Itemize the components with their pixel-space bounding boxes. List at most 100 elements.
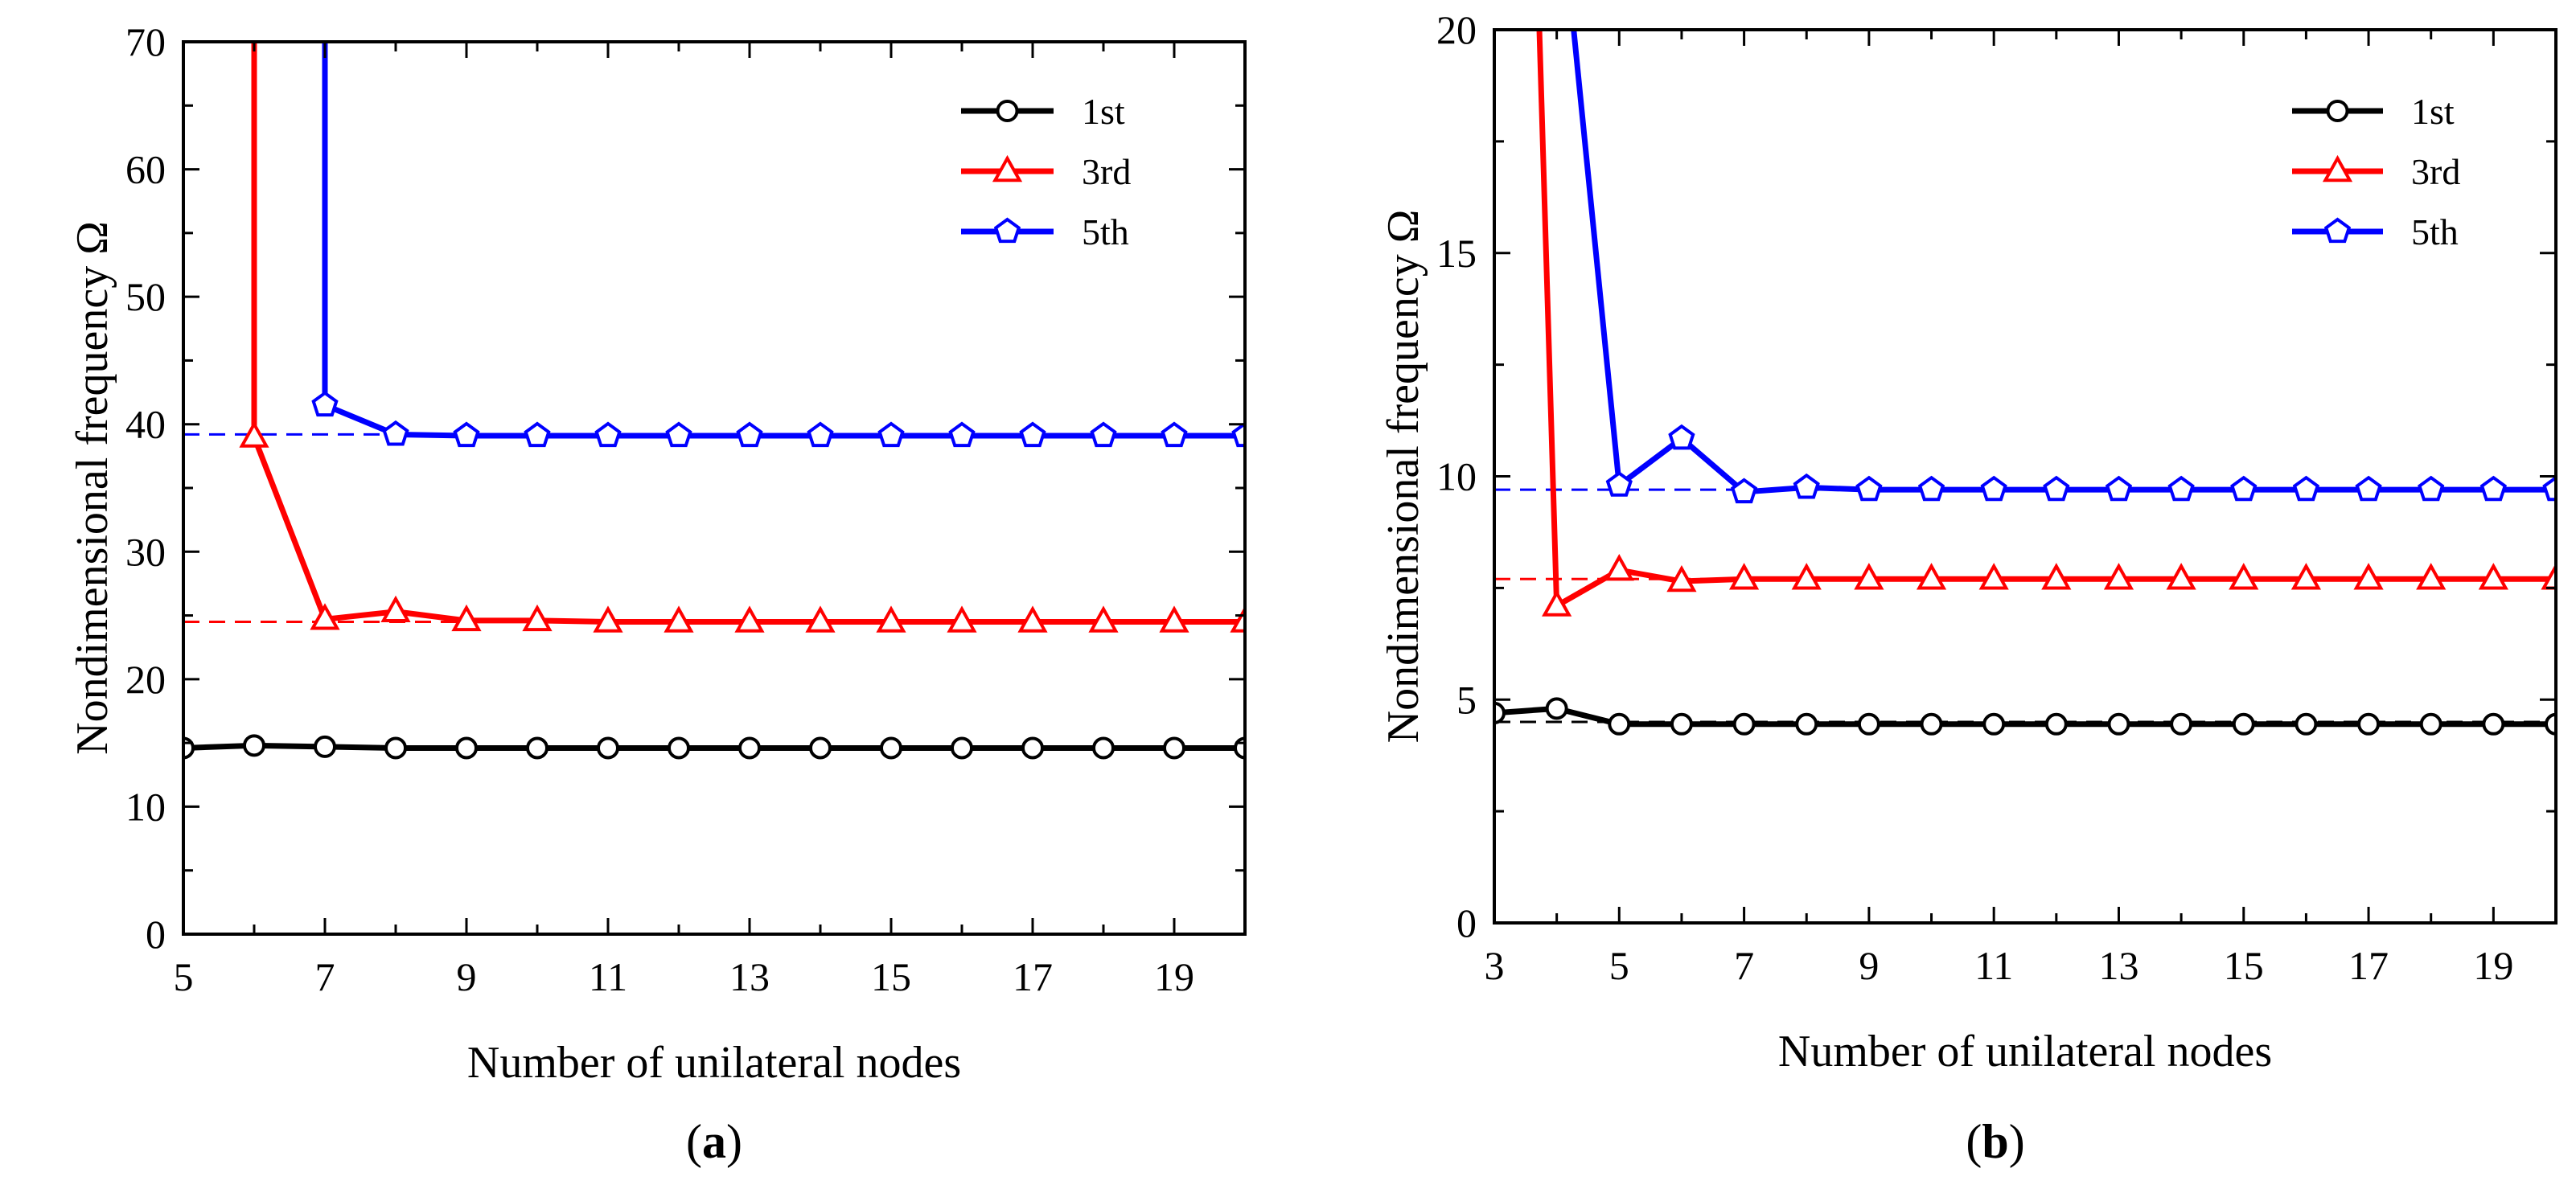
- y-tick-label: 10: [1436, 454, 1477, 499]
- data-point-1st-4: [1545, 697, 1568, 720]
- legend-label-1st: 1st: [1082, 91, 1125, 132]
- legend-marker-5th: [2323, 217, 2352, 244]
- data-point-1st-13: [738, 736, 761, 760]
- plot-area: [183, 42, 1245, 760]
- data-point-5th-14: [807, 421, 834, 448]
- data-point-5th-15: [2230, 475, 2258, 502]
- data-point-5th-20: [1231, 421, 1245, 448]
- panel-label-open: (: [1966, 1115, 1982, 1168]
- x-tick-label: 5: [174, 954, 194, 999]
- x-tick-label: 9: [1859, 943, 1879, 988]
- data-point-3rd-14: [805, 605, 836, 633]
- data-point-5th-6: [1668, 424, 1695, 450]
- y-tick-label: 50: [125, 274, 166, 319]
- y-tick-label: 0: [146, 912, 166, 957]
- legend-label-5th: 5th: [2411, 211, 2459, 252]
- x-tick-label: 11: [589, 954, 627, 999]
- data-point-1st-9: [1857, 712, 1880, 736]
- data-point-3rd-11: [1978, 563, 2009, 590]
- legend-marker-1st: [2326, 100, 2349, 122]
- x-tick-label: 9: [457, 954, 477, 999]
- data-point-3rd-10: [1916, 563, 1947, 590]
- data-point-5th-15: [877, 421, 905, 448]
- plot-area: [1494, 30, 2556, 736]
- x-tick-label: 17: [2348, 943, 2389, 988]
- data-point-3rd-17: [1017, 605, 1048, 633]
- data-point-1st-5: [1608, 712, 1631, 736]
- x-axis-title: Number of unilateral nodes: [1778, 1027, 2272, 1076]
- data-point-3rd-10: [522, 604, 553, 632]
- x-tick-label: 15: [871, 954, 911, 999]
- data-point-1st-16: [2295, 712, 2318, 736]
- data-point-3rd-7: [1728, 563, 1760, 590]
- x-axis-title: Number of unilateral nodes: [467, 1038, 961, 1088]
- legend-marker-3rd: [992, 154, 1023, 182]
- data-point-1st-11: [1982, 712, 2006, 736]
- data-point-3rd-19: [1159, 605, 1189, 633]
- data-point-5th-14: [2167, 475, 2195, 502]
- x-tick-label: 11: [1974, 943, 2013, 988]
- data-point-3rd-13: [2103, 563, 2134, 590]
- y-tick-label: 70: [125, 19, 166, 64]
- data-point-3rd-14: [2166, 563, 2196, 590]
- x-tick-label: 19: [1154, 954, 1194, 999]
- data-point-3rd-8: [380, 595, 411, 623]
- data-point-5th-8: [382, 420, 409, 446]
- y-tick-label: 5: [1456, 677, 1477, 722]
- x-tick-label: 17: [1013, 954, 1053, 999]
- data-point-5th-13: [2105, 475, 2133, 502]
- legend: 1st 3rd 5th: [2292, 91, 2460, 252]
- data-point-5th-10: [524, 421, 551, 448]
- x-tick-label: 7: [1734, 943, 1754, 988]
- data-point-1st-19: [2482, 712, 2505, 736]
- legend: 1st 3rd 5th: [961, 91, 1131, 252]
- data-point-5th-20: [2542, 475, 2556, 502]
- data-point-3rd-13: [734, 605, 765, 633]
- data-point-3rd-4: [1542, 589, 1572, 617]
- legend-label-5th: 5th: [1082, 211, 1129, 252]
- data-point-3rd-20: [2541, 563, 2556, 590]
- data-point-3rd-16: [2290, 563, 2322, 590]
- y-tick-label: 20: [1436, 7, 1477, 52]
- data-point-1st-10: [1920, 712, 1943, 736]
- series-line-1st: [183, 742, 1245, 751]
- x-tick-label: 5: [1609, 943, 1629, 988]
- x-tick-label: 3: [1485, 943, 1505, 988]
- data-point-3rd-18: [1088, 605, 1119, 633]
- data-point-5th-5: [1605, 471, 1633, 497]
- data-point-1st-20: [2545, 712, 2556, 736]
- chart-panel-a: 5 7 9 11 13 15 17 19 0 10 20 30 40 50 60 70 Number of un…: [68, 19, 1247, 1168]
- data-point-1st-6: [1670, 712, 1693, 736]
- y-tick-label: 20: [125, 657, 166, 702]
- data-point-1st-14: [809, 736, 832, 760]
- data-point-3rd-6: [1666, 564, 1697, 592]
- data-point-5th-12: [665, 421, 692, 448]
- data-point-1st-16: [951, 736, 973, 760]
- data-point-3rd-12: [664, 605, 694, 633]
- data-point-3rd-8: [1791, 563, 1822, 590]
- data-point-3rd-9: [1854, 563, 1884, 590]
- data-point-5th-8: [1793, 473, 1820, 499]
- x-tick-label: 15: [2224, 943, 2264, 988]
- data-point-1st-18: [1092, 736, 1115, 760]
- data-point-3rd-7: [310, 603, 340, 630]
- data-point-3rd-15: [876, 605, 906, 633]
- data-point-1st-17: [2357, 712, 2381, 736]
- data-point-5th-9: [453, 421, 480, 448]
- series-line-3rd: [251, 42, 1245, 625]
- panel-label-open: (: [686, 1115, 702, 1168]
- data-point-3rd-18: [2416, 563, 2447, 590]
- data-point-3rd-5: [1604, 554, 1634, 581]
- axes-frame: [1493, 28, 2558, 925]
- legend-label-3rd: 3rd: [2411, 151, 2460, 192]
- x-tick-label: 19: [2473, 943, 2513, 988]
- data-point-5th-18: [2418, 475, 2445, 502]
- data-point-3rd-20: [1230, 605, 1245, 633]
- legend-label-3rd: 3rd: [1082, 151, 1131, 192]
- data-point-5th-17: [2355, 475, 2382, 502]
- data-point-1st-15: [2232, 712, 2255, 736]
- legend-label-1st: 1st: [2411, 91, 2455, 132]
- data-point-1st-17: [1021, 736, 1044, 760]
- data-point-1st-18: [2419, 712, 2442, 736]
